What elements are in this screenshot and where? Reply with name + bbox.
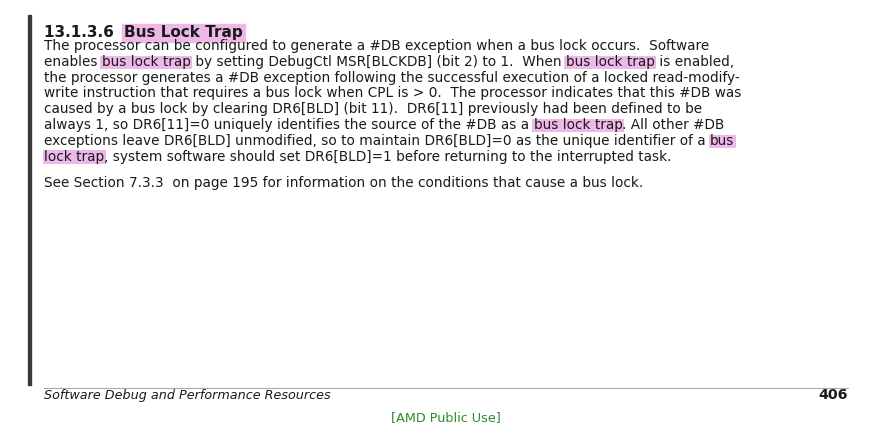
- Text: bus lock trap: bus lock trap: [102, 55, 191, 69]
- Text: by setting DebugCtl MSR[BLCKDB] (bit 2) to 1.  When: by setting DebugCtl MSR[BLCKDB] (bit 2) …: [191, 55, 566, 69]
- Bar: [532, 119, 624, 132]
- Text: bus lock trap: bus lock trap: [534, 118, 622, 132]
- Bar: [28, 15, 31, 385]
- Text: Software Debug and Performance Resources: Software Debug and Performance Resources: [44, 389, 331, 402]
- Text: the processor generates a #DB exception following the successful execution of a : the processor generates a #DB exception …: [44, 70, 739, 85]
- Text: bus lock trap: bus lock trap: [566, 55, 654, 69]
- Text: caused by a bus lock by clearing DR6[BLD] (bit 11).  DR6[11] previously had been: caused by a bus lock by clearing DR6[BLD…: [44, 102, 702, 116]
- Text: [AMD Public Use]: [AMD Public Use]: [391, 411, 500, 424]
- Text: bus: bus: [710, 134, 734, 148]
- Bar: [709, 135, 736, 148]
- Text: . All other #DB: . All other #DB: [622, 118, 724, 132]
- Text: is enabled,: is enabled,: [654, 55, 734, 69]
- Text: See Section 7.3.3  on page 195 for information on the conditions that cause a bu: See Section 7.3.3 on page 195 for inform…: [44, 176, 643, 190]
- Text: write instruction that requires a bus lock when CPL is > 0.  The processor indic: write instruction that requires a bus lo…: [44, 86, 741, 101]
- Bar: [43, 150, 106, 163]
- Text: , system software should set DR6[BLD]=1 before returning to the interrupted task: , system software should set DR6[BLD]=1 …: [104, 150, 672, 163]
- Text: enables: enables: [44, 55, 102, 69]
- Text: The processor can be configured to generate a #DB exception when a bus lock occu: The processor can be configured to gener…: [44, 39, 710, 53]
- Bar: [123, 24, 245, 42]
- Text: exceptions leave DR6[BLD] unmodified, so to maintain DR6[BLD]=0 as the unique id: exceptions leave DR6[BLD] unmodified, so…: [44, 134, 710, 148]
- Text: 13.1.3.6: 13.1.3.6: [44, 25, 124, 40]
- Bar: [564, 55, 656, 69]
- Text: 406: 406: [818, 388, 848, 402]
- Bar: [101, 55, 192, 69]
- Text: Bus Lock Trap: Bus Lock Trap: [124, 25, 243, 40]
- Text: always 1, so DR6[11]=0 uniquely identifies the source of the #DB as a: always 1, so DR6[11]=0 uniquely identifi…: [44, 118, 534, 132]
- Text: lock trap: lock trap: [44, 150, 104, 163]
